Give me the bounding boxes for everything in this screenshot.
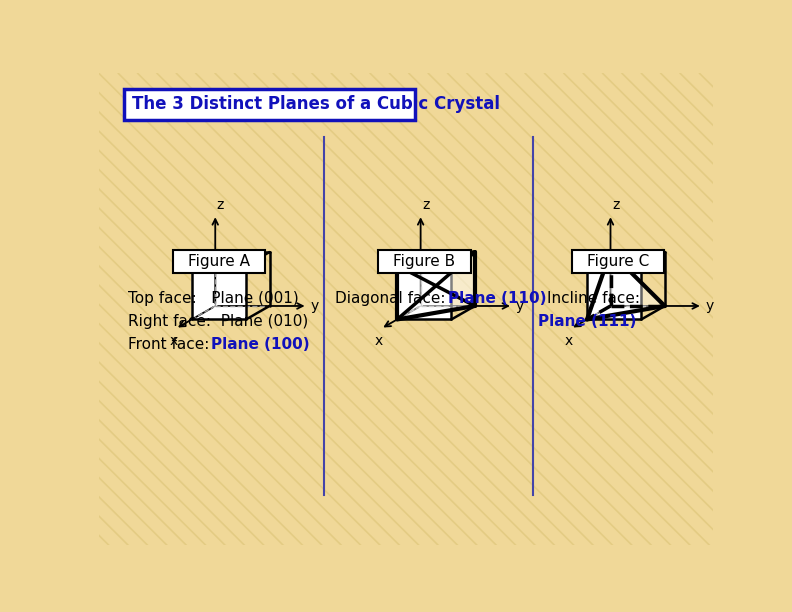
Text: Figure A: Figure A (188, 254, 250, 269)
Text: Plane (111): Plane (111) (538, 314, 637, 329)
Text: z: z (217, 198, 224, 212)
Polygon shape (192, 252, 215, 319)
Text: x: x (375, 334, 383, 348)
Polygon shape (397, 252, 475, 266)
Polygon shape (192, 252, 269, 266)
Text: Figure C: Figure C (587, 254, 649, 269)
Polygon shape (397, 252, 421, 319)
Text: Front face:: Front face: (128, 337, 219, 352)
Text: z: z (422, 198, 429, 212)
Text: Plane (100): Plane (100) (211, 337, 310, 352)
Polygon shape (587, 266, 642, 319)
Text: Right face:  Plane (010): Right face: Plane (010) (128, 314, 309, 329)
Text: Figure B: Figure B (394, 254, 455, 269)
Text: Diagonal face:: Diagonal face: (335, 291, 455, 306)
FancyBboxPatch shape (124, 89, 415, 119)
Text: Incline face:: Incline face: (547, 291, 640, 306)
Text: x: x (565, 334, 573, 348)
Polygon shape (192, 266, 246, 319)
Polygon shape (587, 252, 664, 266)
Text: y: y (706, 299, 714, 313)
Text: x: x (169, 334, 178, 348)
Text: The 3 Distinct Planes of a Cubic Crystal: The 3 Distinct Planes of a Cubic Crystal (131, 95, 500, 113)
Text: y: y (516, 299, 524, 313)
Polygon shape (397, 252, 475, 319)
FancyBboxPatch shape (173, 250, 265, 273)
Polygon shape (397, 266, 451, 319)
Text: y: y (310, 299, 319, 313)
Text: Top face:   Plane (001): Top face: Plane (001) (128, 291, 299, 306)
FancyBboxPatch shape (572, 250, 664, 273)
Polygon shape (587, 252, 611, 319)
FancyBboxPatch shape (379, 250, 470, 273)
Text: Plane (110): Plane (110) (447, 291, 546, 306)
Text: z: z (612, 198, 619, 212)
Polygon shape (587, 252, 664, 319)
